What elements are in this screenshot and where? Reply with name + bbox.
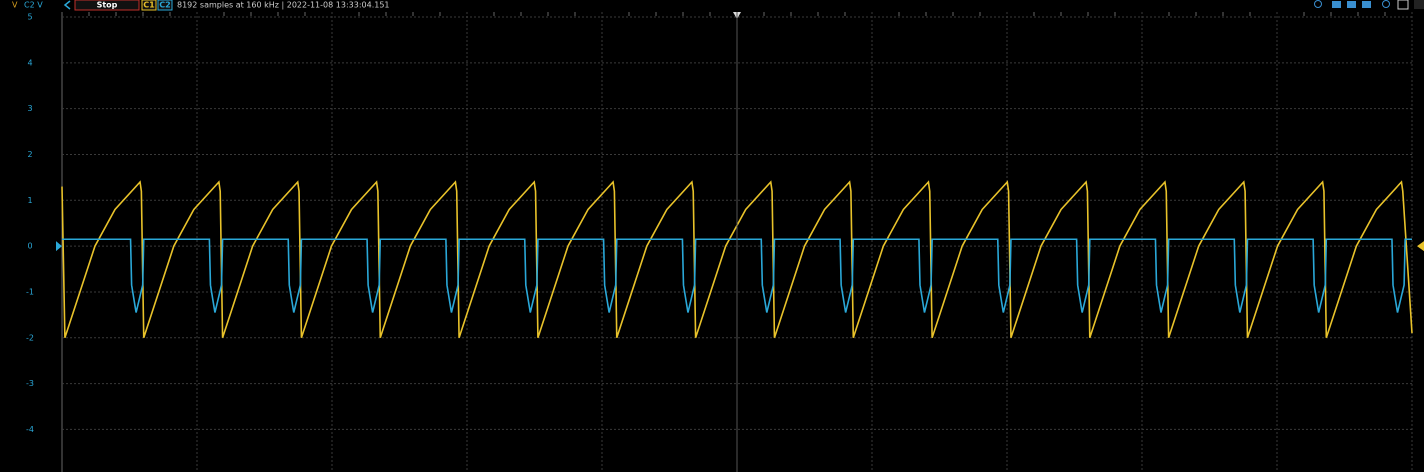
y-tick-label: -2 (26, 333, 34, 342)
c2-axis-label: C2 V (24, 1, 43, 10)
toolbar: V C2 V Stop C1 C2 8192 samples at 160 kH… (12, 0, 1424, 11)
y-tick-label: 2 (27, 150, 32, 159)
c2-label: C2 (159, 1, 170, 10)
c1-offset-marker (1417, 241, 1424, 252)
menu[interactable] (1414, 0, 1424, 9)
zoom-out[interactable] (1382, 0, 1390, 8)
y-tick-label: -4 (26, 425, 34, 434)
waveform-c2 (62, 238, 1412, 313)
c1-label: C1 (143, 1, 155, 10)
y-tick-label: 3 (27, 104, 32, 113)
c2-offset-marker (56, 241, 62, 252)
c2-button[interactable] (157, 0, 173, 11)
waveform-c1 (61, 180, 1413, 339)
tool-2[interactable] (1347, 1, 1356, 8)
tool-1[interactable] (1332, 1, 1341, 8)
y-tick-label: 1 (27, 196, 32, 205)
zoom-tools[interactable] (1314, 0, 1424, 10)
y-tick-label: 0 (27, 242, 32, 251)
stop-label: Stop (97, 1, 118, 10)
y-tick-label: 5 (27, 13, 32, 22)
zoom-in[interactable] (1314, 0, 1322, 8)
reset[interactable] (1397, 0, 1409, 10)
back-button[interactable] (63, 0, 71, 10)
y-tick-label: 4 (27, 58, 32, 67)
status-text: 8192 samples at 160 kHz | 2022-11-08 13:… (177, 1, 390, 10)
c1-button[interactable] (141, 0, 157, 11)
y-tick-label: -3 (26, 379, 34, 388)
y-tick-label: -1 (26, 287, 34, 296)
stop-button[interactable] (74, 0, 140, 11)
tool-3[interactable] (1362, 1, 1371, 8)
c1-axis-label: V (12, 1, 18, 10)
